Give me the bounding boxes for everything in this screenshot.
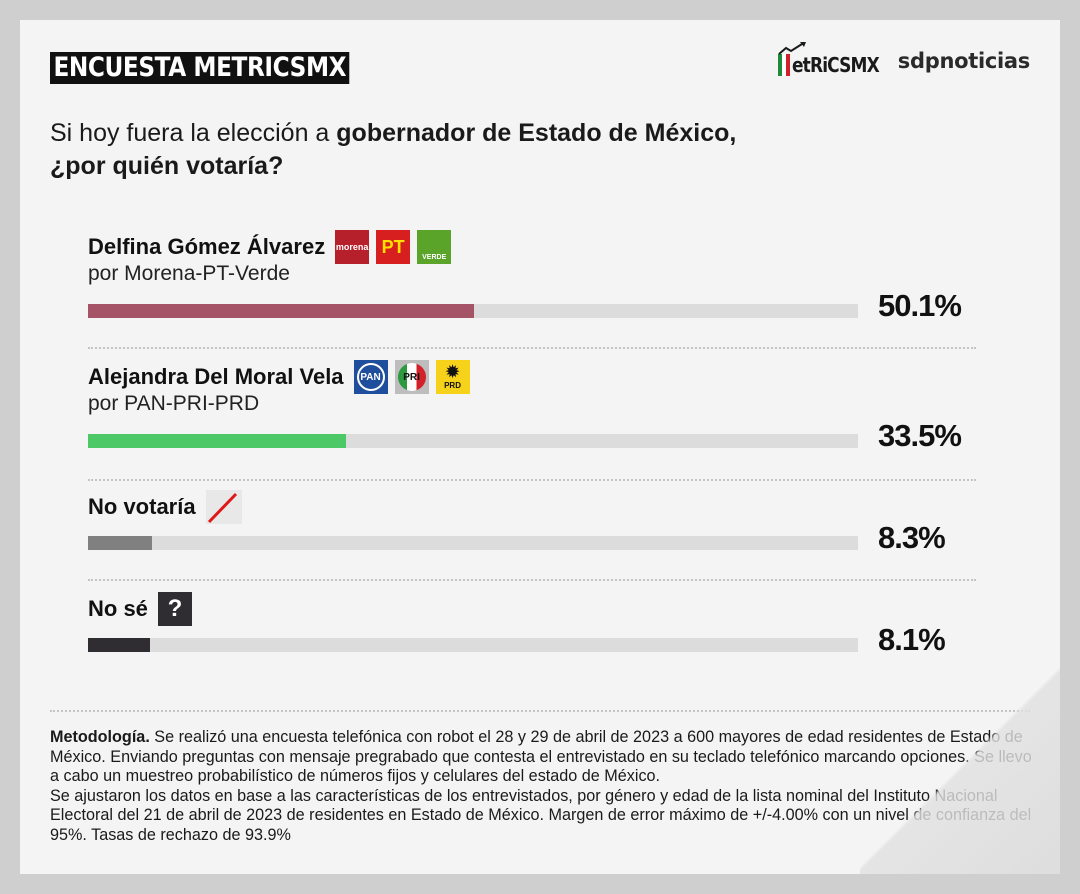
verde-logo-icon: VERDE: [417, 230, 452, 264]
percent-label: 33.5%: [878, 418, 962, 453]
option-name: No sé: [88, 596, 148, 621]
bar-track: [88, 434, 858, 448]
candidate-name: Alejandra Del Moral Vela: [88, 364, 344, 389]
percent-label: 50.1%: [878, 288, 962, 323]
pri-logo-icon: PRI: [394, 360, 429, 394]
result-row-no-se: No sé ?: [88, 592, 1040, 626]
poll-card: ENCUESTA METRICSMX etRiCSMX sdpnoticias …: [20, 20, 1060, 874]
bar-track: [88, 536, 858, 550]
percent-label: 8.3%: [878, 520, 946, 555]
bar-fill-no-votaria: [88, 536, 152, 550]
methodology-divider: [50, 710, 1030, 712]
result-row-no-votaria: No votaría: [88, 490, 1040, 524]
row-divider: [88, 479, 976, 481]
row-divider: [88, 579, 976, 581]
bar-track: [88, 304, 858, 318]
sdpnoticias-logo: sdpnoticias: [897, 49, 1031, 73]
slash-icon: [205, 490, 242, 524]
methodology-note: Metodología. Se realizó una encuesta tel…: [50, 728, 1032, 844]
trend-arrow-icon: [777, 42, 806, 55]
brand-logos: etRiCSMX sdpnoticias: [777, 42, 1031, 77]
party-logos: morena PT VERDE: [335, 230, 452, 264]
prd-logo-icon: ✹ PRD: [435, 360, 470, 394]
pan-logo-icon: PAN: [353, 360, 388, 394]
coalition-label: por PAN-PRI-PRD: [88, 392, 260, 415]
coalition-label: por Morena-PT-Verde: [88, 262, 290, 285]
option-name: No votaría: [88, 494, 196, 519]
bar-track: [88, 638, 858, 652]
pt-logo-icon: PT: [376, 230, 411, 264]
question-icon: ?: [157, 592, 192, 626]
bar-fill-delfina: [88, 304, 474, 318]
percent-label: 8.1%: [878, 622, 946, 657]
bar-fill-alejandra: [88, 434, 346, 448]
result-row-delfina: Delfina Gómez Álvarez morena PT VERDE po…: [88, 230, 1040, 286]
party-logos: PAN PRI ✹ PRD: [353, 360, 470, 394]
candidate-name: Delfina Gómez Álvarez: [88, 234, 326, 259]
mexico-flag-icon: [777, 54, 790, 76]
morena-logo-icon: morena: [335, 230, 370, 264]
metricsmx-wordmark: etRiCSMX: [791, 53, 880, 77]
question-title: Si hoy fuera la elección a gobernador de…: [50, 119, 737, 180]
metricsmx-logo: etRiCSMX: [777, 42, 894, 77]
result-row-alejandra: Alejandra Del Moral Vela PAN PRI ✹ PRD: [88, 360, 1040, 416]
survey-badge: ENCUESTA METRICSMX: [50, 52, 350, 84]
bar-fill-no-se: [88, 638, 151, 652]
row-divider: [88, 347, 976, 349]
